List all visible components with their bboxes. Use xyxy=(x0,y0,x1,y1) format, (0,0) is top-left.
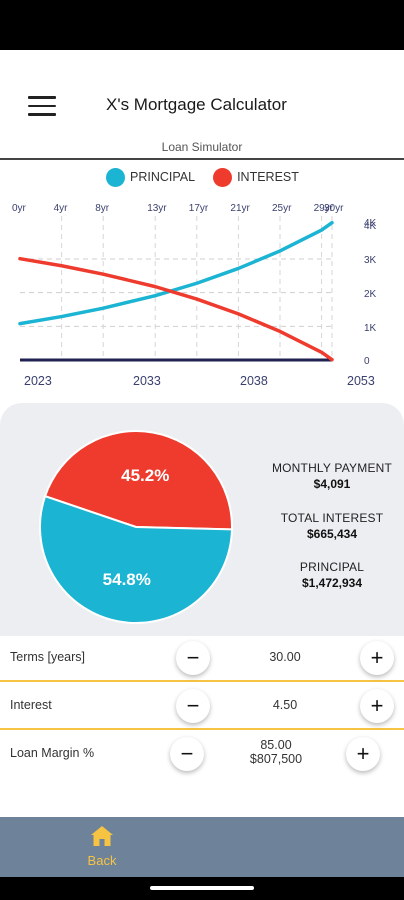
y-tick-label-3: 2K xyxy=(364,289,377,300)
app-title: X's Mortgage Calculator xyxy=(106,95,287,114)
monthly-payment-value: $4,091 xyxy=(313,477,351,491)
menu-button[interactable] xyxy=(28,96,56,118)
monthly-payment-label: MONTHLY PAYMENT xyxy=(271,461,393,475)
interest-value[interactable]: 4.50 xyxy=(272,698,298,712)
loan-margin-increment-button[interactable]: + xyxy=(346,737,380,771)
status-bar xyxy=(0,0,404,50)
app-bar: X's Mortgage Calculator xyxy=(0,78,404,134)
top-tick-label-2: 8yr xyxy=(95,203,110,214)
pie-slice-0 xyxy=(43,430,233,531)
pie-slice-label-0: 45.2% xyxy=(121,466,169,485)
y-tick-label-1: 4K xyxy=(364,221,377,232)
loan-margin-amount: $807,500 xyxy=(249,752,303,766)
top-tick-label-4: 17yr xyxy=(189,203,209,214)
series-line-interest xyxy=(18,256,334,362)
principal-label: PRINCIPAL xyxy=(299,560,365,574)
top-tick-label-8: 30yr xyxy=(324,203,344,214)
plus-icon: + xyxy=(356,741,370,766)
loan-margin-label: Loan Margin % xyxy=(10,746,95,760)
series-line-principal xyxy=(18,220,334,326)
total-interest-stat: TOTAL INTEREST $665,434 xyxy=(262,511,402,541)
back-button[interactable]: Back xyxy=(76,825,128,873)
gesture-handle[interactable] xyxy=(150,886,254,890)
y-tick-label-2: 3K xyxy=(364,255,377,266)
minus-icon: − xyxy=(186,645,200,670)
top-tick-label-0: 0yr xyxy=(12,203,27,214)
home-icon xyxy=(91,826,113,846)
y-tick-label-4: 1K xyxy=(364,323,377,334)
summary-panel: 45.2% 54.8% MONTHLY PAYMENT $4,091 TOTAL … xyxy=(0,403,404,638)
plus-icon: + xyxy=(370,693,384,718)
pie-slice-1 xyxy=(39,494,233,624)
top-tick-label-7: 29yr xyxy=(314,203,334,214)
interest-decrement-button[interactable]: − xyxy=(176,689,210,723)
divider xyxy=(0,158,404,160)
legend-dot-principal xyxy=(106,167,125,187)
legend-item-interest[interactable]: INTEREST xyxy=(213,167,299,187)
plus-icon: + xyxy=(370,645,384,670)
terms-row: Terms [years] − 30.00 + xyxy=(0,636,404,682)
bottom-tick-label-0: 2023 xyxy=(24,374,52,388)
top-tick-label-1: 4yr xyxy=(54,203,69,214)
total-interest-value: $665,434 xyxy=(306,527,358,541)
top-tick-label-6: 25yr xyxy=(272,203,292,214)
terms-value[interactable]: 30.00 xyxy=(269,650,301,664)
loan-margin-value-group[interactable]: 85.00 $807,500 xyxy=(236,738,316,766)
interest-increment-button[interactable]: + xyxy=(360,689,394,723)
pie-slice-label-1: 54.8% xyxy=(103,570,151,589)
bottom-tick-label-2: 2038 xyxy=(240,374,268,388)
interest-row: Interest − 4.50 + xyxy=(0,684,404,730)
principal-stat: PRINCIPAL $1,472,934 xyxy=(262,560,402,590)
top-tick-label-5: 21yr xyxy=(230,203,250,214)
pie-chart: 45.2% 54.8% xyxy=(39,430,233,624)
legend-label-interest: INTEREST xyxy=(237,170,299,184)
back-label: Back xyxy=(87,853,117,868)
terms-label: Terms [years] xyxy=(10,650,86,664)
top-tick-label-3: 13yr xyxy=(147,203,167,214)
loan-margin-decrement-button[interactable]: − xyxy=(170,737,204,771)
bottom-navigation: Back xyxy=(0,817,404,877)
amortization-chart: 0yr 4yr 8yr 13yr 17yr 21yr 25yr 29yr30yr4K4K3K2… xyxy=(12,203,377,388)
interest-label: Interest xyxy=(10,698,52,712)
loan-margin-row: Loan Margin % − 85.00 $807,500 + xyxy=(0,732,404,782)
legend-item-principal[interactable]: PRINCIPAL xyxy=(106,167,196,187)
hamburger-icon xyxy=(28,96,56,99)
system-nav-bar xyxy=(0,877,404,900)
page-subtitle: Loan Simulator xyxy=(161,140,243,154)
monthly-payment-stat: MONTHLY PAYMENT $4,091 xyxy=(262,461,402,491)
minus-icon: − xyxy=(186,693,200,718)
principal-value: $1,472,934 xyxy=(301,576,363,590)
legend-label-principal: PRINCIPAL xyxy=(130,170,196,184)
terms-decrement-button[interactable]: − xyxy=(176,641,210,675)
legend-dot-interest xyxy=(213,167,233,187)
chart-legend: PRINCIPAL INTEREST xyxy=(106,166,317,188)
y-tick-label-5: 0 xyxy=(364,356,370,367)
minus-icon: − xyxy=(180,741,194,766)
total-interest-label: TOTAL INTEREST xyxy=(280,511,384,525)
terms-increment-button[interactable]: + xyxy=(360,641,394,675)
y-tick-label-0: 4K xyxy=(364,218,377,229)
bottom-tick-label-1: 2033 xyxy=(133,374,161,388)
loan-margin-value: 85.00 xyxy=(260,738,292,752)
bottom-tick-label-3: 2053 xyxy=(347,374,375,388)
